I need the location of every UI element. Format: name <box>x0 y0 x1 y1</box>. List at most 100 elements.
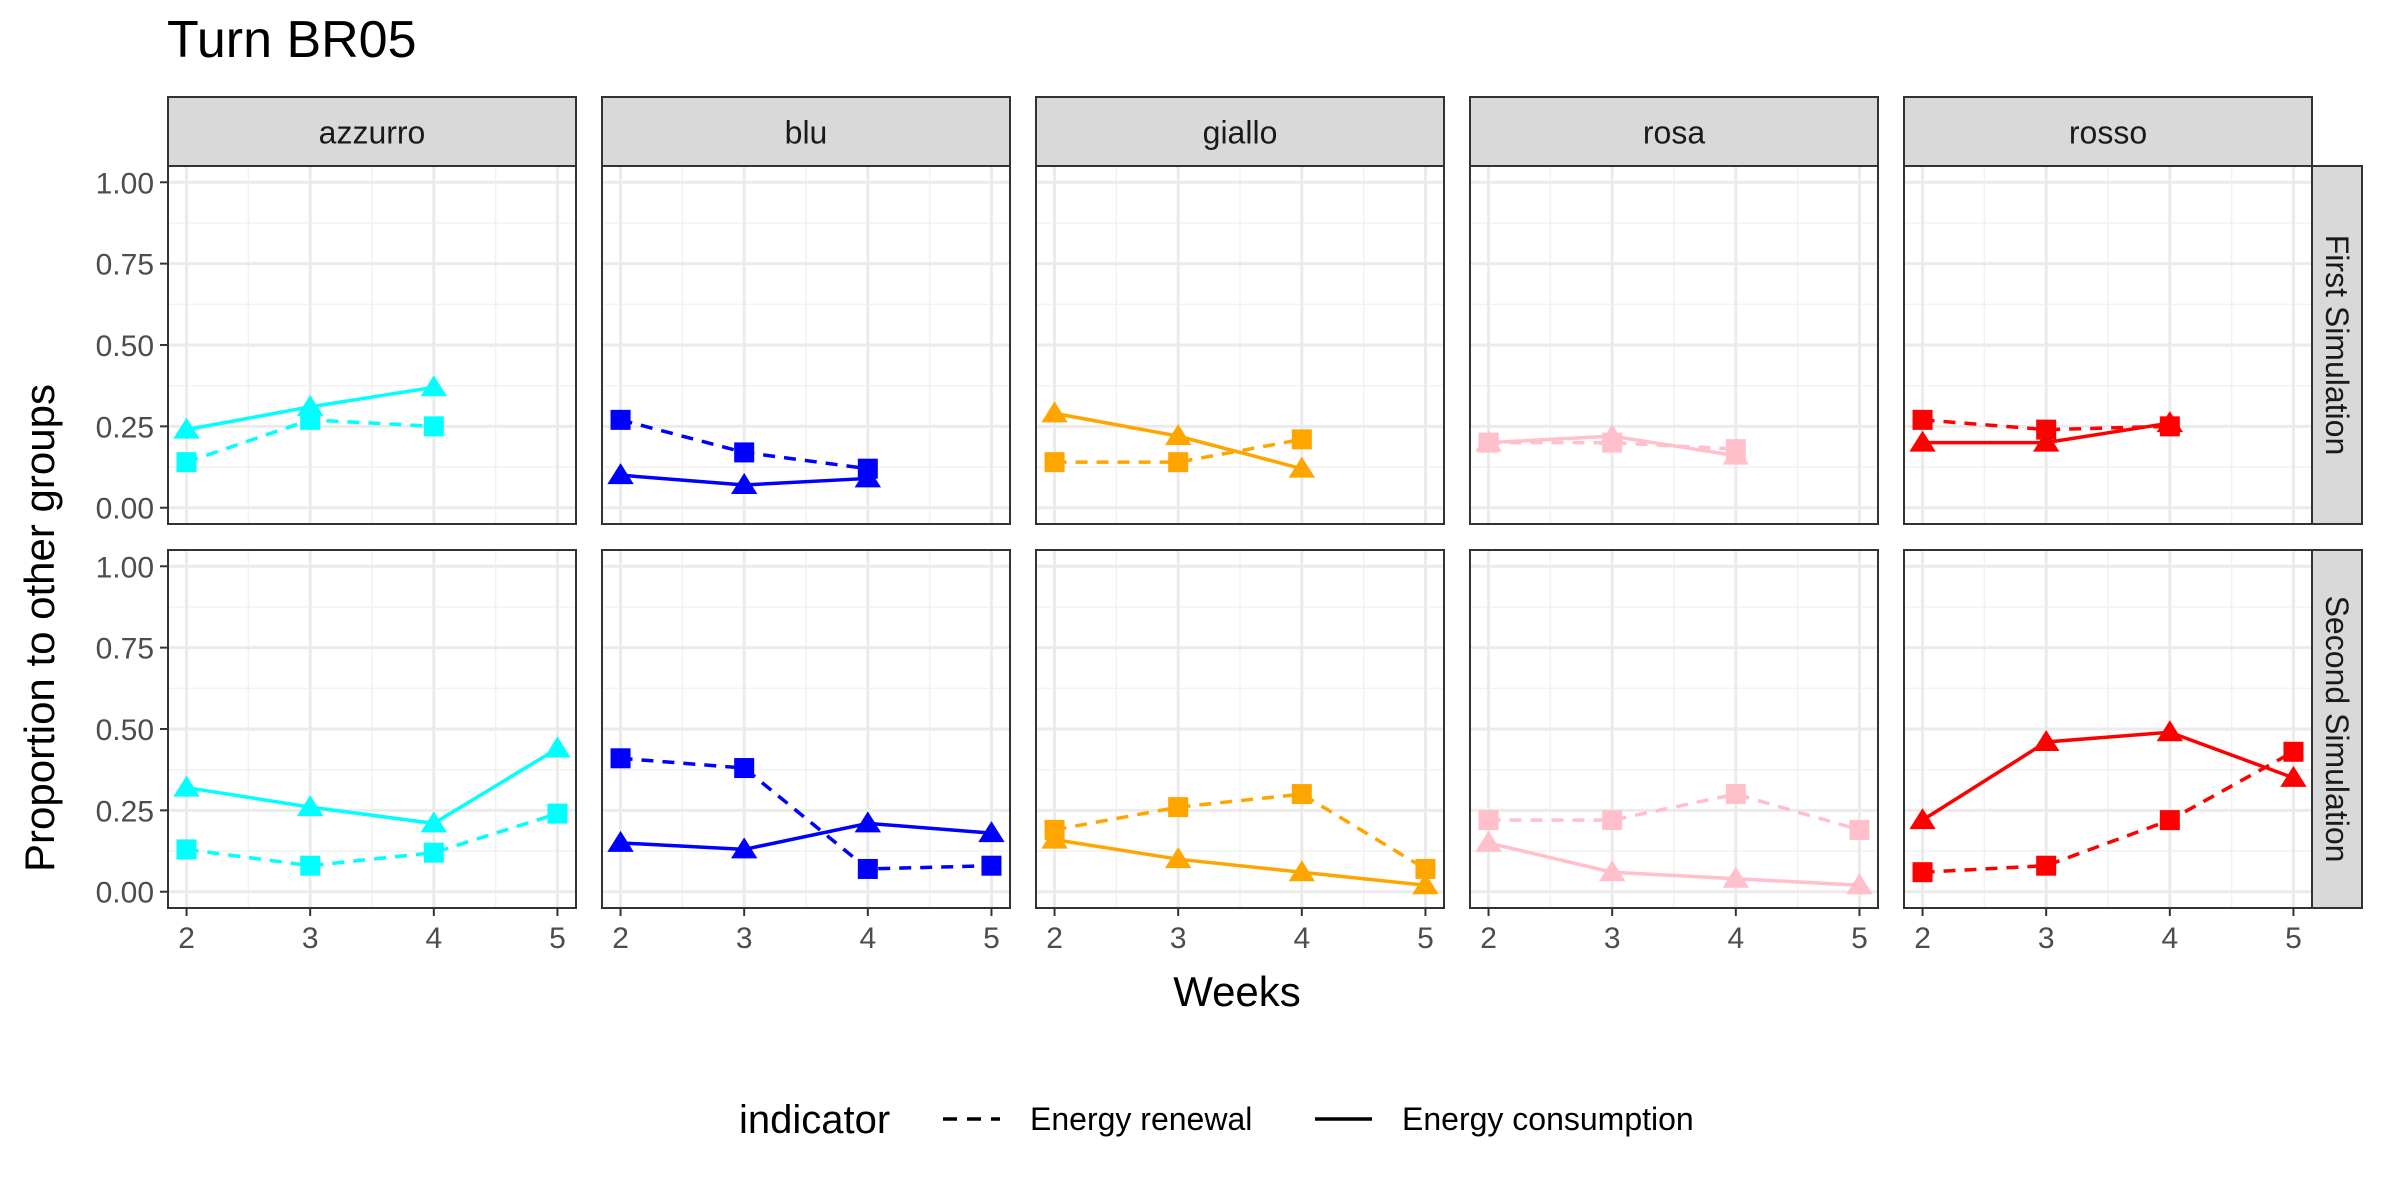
consumption-point <box>1041 827 1068 849</box>
panel-rosso-1 <box>1903 165 2313 525</box>
renewal-point <box>423 416 444 437</box>
renewal-point <box>1044 452 1065 473</box>
panel-border <box>1903 549 2313 909</box>
panel-giallo-2 <box>1035 549 1445 909</box>
panel-border <box>601 165 1011 525</box>
consumption-point <box>854 811 882 833</box>
facet-strip-blu <box>601 96 1011 167</box>
renewal-point <box>2159 810 2180 831</box>
facet-panels: azzurro blu giallo rosa rosso First Simulatio… <box>96 96 2363 955</box>
renewal-point <box>1478 810 1499 831</box>
consumption-point <box>420 375 448 397</box>
consumption-point <box>173 417 200 439</box>
x-tick-label: 5 <box>2285 922 2302 955</box>
renewal-point <box>1849 819 1870 840</box>
consumption-line <box>620 821 992 852</box>
renewal-point <box>1291 784 1312 805</box>
renewal-point <box>1291 429 1312 450</box>
facet-strip-label: rosso <box>2069 115 2147 151</box>
renewal-point <box>1168 452 1189 473</box>
renewal-point <box>1912 862 1933 883</box>
panel-border <box>167 549 577 909</box>
panel-rosa-2 <box>1469 549 1879 909</box>
facet-strip-giallo <box>1035 96 1445 167</box>
legend-label-renewal: Energy renewal <box>1030 1101 1252 1137</box>
renewal-point <box>1602 810 1623 831</box>
panel-blu-2 <box>601 549 1011 909</box>
x-tick-label: 2 <box>612 922 629 955</box>
facet-strip-label: blu <box>785 115 828 151</box>
consumption-point <box>1164 424 1192 446</box>
chart-title: Turn BR05 <box>167 11 417 69</box>
renewal-point <box>1725 784 1746 805</box>
x-tick-label: 4 <box>1293 922 1310 955</box>
renewal-point <box>857 858 878 879</box>
panel-rosso-2 <box>1903 549 2313 909</box>
renewal-point <box>734 442 755 463</box>
x-tick-label: 5 <box>983 922 1000 955</box>
consumption-point <box>978 821 1005 843</box>
consumption-point <box>730 472 758 494</box>
consumption-point <box>1909 808 1936 830</box>
consumption-point <box>1722 443 1750 465</box>
consumption-point <box>1722 866 1750 888</box>
y-tick-label: 0.50 <box>96 330 154 363</box>
x-tick-label: 4 <box>1727 922 1744 955</box>
consumption-line <box>1921 730 2295 822</box>
panel-rosa-1 <box>1469 165 1879 525</box>
consumption-point <box>854 466 882 488</box>
consumption-point <box>1475 830 1502 852</box>
consumption-point <box>1412 873 1439 895</box>
x-tick-label: 3 <box>1170 922 1187 955</box>
renewal-point <box>981 855 1002 876</box>
consumption-point <box>1475 430 1502 452</box>
consumption-line <box>186 747 559 826</box>
consumption-point <box>296 795 324 817</box>
y-tick-label: 0.50 <box>96 714 154 747</box>
y-tick-label: 0.25 <box>96 411 154 444</box>
renewal-point <box>2036 419 2057 440</box>
panel-giallo-1 <box>1035 165 1445 525</box>
consumption-point <box>607 463 634 485</box>
renewal-line <box>1922 750 2295 874</box>
x-tick-label: 4 <box>859 922 876 955</box>
consumption-line <box>1054 837 1426 887</box>
x-tick-label: 5 <box>549 922 566 955</box>
consumption-point <box>2280 765 2307 787</box>
y-tick-label: 0.75 <box>96 633 154 666</box>
row-strip-label: Second Simulation <box>2319 596 2355 863</box>
consumption-point <box>607 830 634 852</box>
facet-strip-label: rosa <box>1643 115 1705 151</box>
renewal-point <box>1168 797 1189 818</box>
panel-border <box>1469 549 1879 909</box>
y-tick-label: 0.00 <box>96 493 154 526</box>
panel-border <box>1035 165 1445 525</box>
x-tick-label: 5 <box>1417 922 1434 955</box>
panel-border <box>167 165 577 525</box>
consumption-point <box>2156 411 2184 433</box>
row-strip-label: First Simulation <box>2319 235 2355 456</box>
row-strip <box>2311 549 2363 909</box>
panel-border <box>1903 165 2313 525</box>
consumption-point <box>1909 430 1936 452</box>
y-tick-label: 0.00 <box>96 877 154 910</box>
renewal-point <box>734 758 755 779</box>
renewal-point <box>2036 855 2057 876</box>
x-tick-label: 2 <box>178 922 195 955</box>
consumption-point <box>420 811 448 833</box>
renewal-point <box>547 803 568 824</box>
y-tick-label: 1.00 <box>96 551 154 584</box>
legend-label-consumption: Energy consumption <box>1402 1101 1694 1137</box>
x-axis-title: Weeks <box>1173 968 1301 1015</box>
consumption-point <box>544 736 571 758</box>
panel-border <box>1035 549 1445 909</box>
consumption-point <box>2032 430 2060 452</box>
consumption-point <box>2032 730 2060 752</box>
panel-blu-1 <box>601 165 1011 525</box>
y-tick-label: 0.25 <box>96 795 154 828</box>
x-tick-label: 3 <box>302 922 319 955</box>
y-axis-title: Proportion to other groups <box>16 384 63 872</box>
renewal-line <box>1054 792 1427 871</box>
consumption-line <box>1488 841 1860 887</box>
